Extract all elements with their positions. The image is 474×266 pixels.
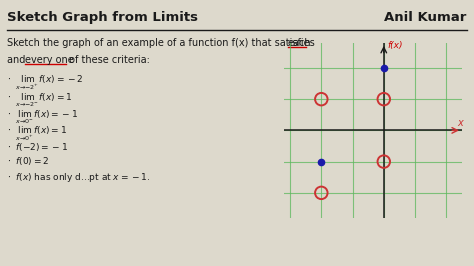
Text: $\cdot$  $f(x)$ has only d...pt at $x=-1$.: $\cdot$ $f(x)$ has only d...pt at $x=-1$… <box>8 171 150 184</box>
Text: $\cdot$  $\lim_{x\to-2^-} f(x)=1$: $\cdot$ $\lim_{x\to-2^-} f(x)=1$ <box>8 91 73 109</box>
Text: of these criteria:: of these criteria: <box>66 55 150 65</box>
Text: $\cdot$  $\lim_{x\to0^-} f(x)=-1$: $\cdot$ $\lim_{x\to0^-} f(x)=-1$ <box>8 108 79 126</box>
Text: Sketch the graph of an example of a function f(x) that satisfies: Sketch the graph of an example of a func… <box>8 38 319 48</box>
Text: Anil Kumar: Anil Kumar <box>384 11 466 24</box>
Text: $\cdot$  $f(0)=2$: $\cdot$ $f(0)=2$ <box>8 155 50 167</box>
Text: each: each <box>288 38 311 48</box>
Text: and: and <box>8 55 29 65</box>
Text: every one: every one <box>25 55 74 65</box>
Text: $\cdot$  $\lim_{x\to-2^+} f(x)=-2$: $\cdot$ $\lim_{x\to-2^+} f(x)=-2$ <box>8 74 84 93</box>
Text: $\cdot$  $\lim_{x\to0^+} f(x)=1$: $\cdot$ $\lim_{x\to0^+} f(x)=1$ <box>8 125 67 143</box>
Text: Sketch Graph from Limits: Sketch Graph from Limits <box>8 11 199 24</box>
Text: $\cdot$  $f(-2)=-1$: $\cdot$ $f(-2)=-1$ <box>8 141 69 153</box>
